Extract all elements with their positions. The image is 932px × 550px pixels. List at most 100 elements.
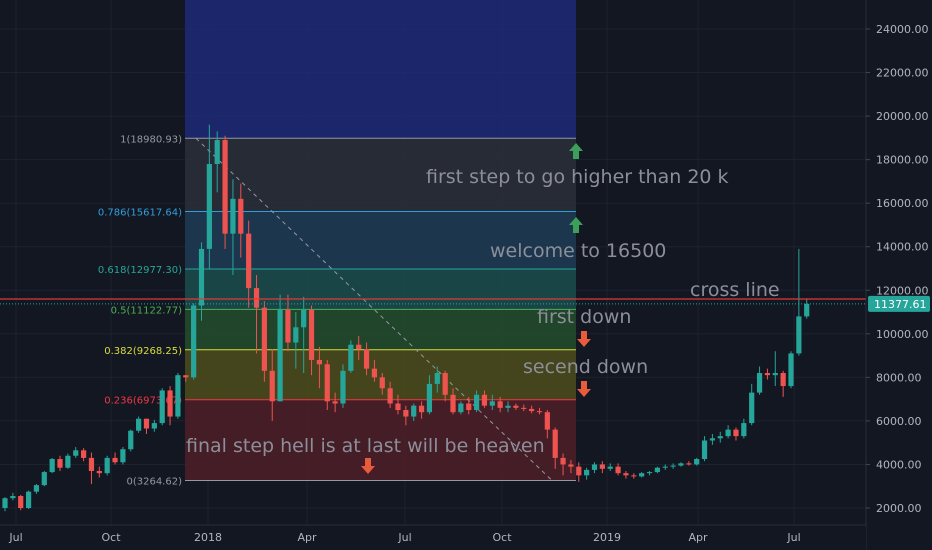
- candle-body: [175, 375, 181, 417]
- fib-trend-line[interactable]: [195, 137, 553, 481]
- annotation-text: secend down: [523, 356, 648, 378]
- candle-body: [741, 423, 747, 437]
- y-tick-label: 14000.00: [876, 241, 929, 254]
- candle-body: [615, 466, 621, 474]
- candle-body: [88, 457, 95, 471]
- y-axis[interactable]: 2000.00 4000.00 6000.00 8000.00 10000.00 1200…: [865, 0, 932, 550]
- candle-body: [151, 423, 157, 429]
- candle-body: [183, 375, 189, 378]
- annotation-text: welcome to 16500: [490, 240, 666, 262]
- candle-body: [481, 394, 488, 406]
- candle-body: [788, 353, 794, 387]
- annotation-text: cross line: [690, 279, 780, 301]
- x-tick-label: 2018: [194, 531, 222, 544]
- candle-body: [536, 411, 543, 413]
- y-tick-label: 12000.00: [876, 284, 929, 297]
- candle-body: [198, 248, 205, 306]
- fib-zone-0.5: [185, 309, 576, 350]
- candle-body: [316, 359, 322, 365]
- candle-body: [18, 496, 24, 508]
- candle-body: [749, 392, 755, 424]
- candle-body: [230, 198, 236, 234]
- candle-body: [717, 436, 723, 439]
- candle-body: [403, 410, 409, 417]
- candle-body: [49, 459, 55, 473]
- candle-body: [418, 405, 425, 413]
- candle-body: [607, 466, 613, 469]
- candle-body: [646, 472, 653, 474]
- candle-body: [246, 233, 252, 289]
- candle-body: [363, 349, 370, 369]
- candle-body: [505, 405, 511, 408]
- x-axis[interactable]: Jul Oct 2018 Apr Jul Oct 2019 Apr Jul: [0, 524, 866, 550]
- candle-body: [301, 309, 307, 328]
- candle-body: [560, 457, 566, 465]
- candle-body: [253, 288, 260, 308]
- candle-body: [41, 472, 47, 486]
- current-price-label: 11377.61: [874, 298, 927, 311]
- candle-body: [552, 429, 558, 458]
- candle-body: [678, 463, 684, 466]
- candle-body: [458, 403, 464, 413]
- candle-body: [128, 430, 134, 450]
- candle-body: [442, 373, 448, 395]
- arrow-up-icon: [569, 217, 583, 233]
- candle-body: [725, 429, 731, 437]
- candle-body: [261, 307, 267, 371]
- fib-zone-extension: [185, 0, 576, 139]
- candlesticks: [2, 124, 810, 512]
- y-tick-label: 10000.00: [876, 328, 929, 341]
- fib-level-label-0.618: 0.618(12977.30): [98, 265, 182, 276]
- candle-body: [81, 450, 87, 458]
- candle-body: [57, 459, 63, 468]
- fib-level-label-0.236: 0.236(6973.67): [104, 396, 182, 407]
- candle-body: [214, 140, 220, 164]
- candle-body: [780, 373, 786, 387]
- candle-body: [772, 373, 778, 376]
- y-tick-label: 4000.00: [876, 458, 922, 471]
- x-tick-label: Oct: [492, 531, 512, 544]
- annotation-text: final step hell is at last will be heave…: [186, 435, 545, 457]
- candle-body: [277, 309, 283, 402]
- candle-body: [411, 405, 417, 417]
- candle-body: [293, 327, 299, 343]
- candle-body: [238, 198, 244, 234]
- candle-body: [143, 418, 150, 429]
- candle-body: [756, 373, 763, 393]
- current-price-tag: 11377.61: [868, 295, 930, 312]
- candle-body: [686, 463, 692, 465]
- annotation-text: first step to go higher than 20 k: [426, 166, 729, 188]
- candle-body: [639, 473, 645, 477]
- candle-body: [497, 401, 503, 408]
- y-tick-label: 6000.00: [876, 415, 922, 428]
- fib-level-label-0.382: 0.382(9268.25): [104, 346, 182, 357]
- x-tick-label: Oct: [101, 531, 121, 544]
- y-tick-label: 20000.00: [876, 110, 929, 123]
- x-tick-label: Jul: [786, 531, 800, 544]
- candle-body: [513, 405, 519, 408]
- x-tick-label: Apr: [688, 531, 708, 544]
- y-tick-label: 16000.00: [876, 197, 929, 210]
- candle-body: [206, 163, 212, 249]
- y-tick-label: 22000.00: [876, 67, 929, 80]
- candle-body: [450, 394, 456, 413]
- candle-body: [356, 344, 362, 350]
- fib-zone-0.618: [185, 268, 576, 310]
- arrow-down-icon: [361, 458, 375, 474]
- arrow-down-icon: [577, 331, 591, 347]
- candle-body: [104, 457, 110, 474]
- candle-body: [434, 373, 440, 384]
- candle-body: [662, 466, 668, 468]
- fib-level-label-1: 1(18980.93): [120, 134, 182, 145]
- candle-body: [308, 309, 315, 360]
- candle-body: [426, 383, 433, 413]
- candle-body: [120, 449, 126, 463]
- x-tick-label: 2019: [593, 531, 621, 544]
- candle-body: [324, 364, 330, 402]
- arrow-up-icon: [569, 143, 583, 159]
- candle-body: [654, 467, 660, 473]
- candle-body: [701, 440, 708, 460]
- annotation-text: first down: [537, 306, 631, 328]
- candle-body: [576, 466, 582, 476]
